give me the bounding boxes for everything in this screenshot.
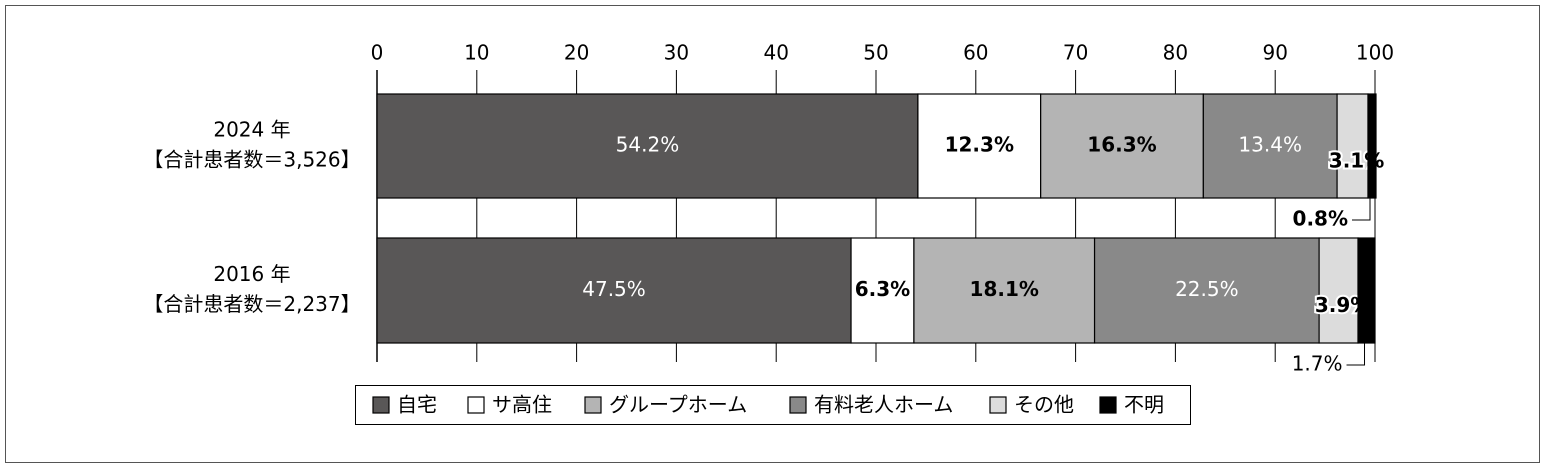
x-tick-label: 70 (1063, 41, 1088, 65)
category-label: 2024 年 (213, 118, 290, 142)
legend-label: 自宅 (397, 393, 437, 417)
x-tick-label: 0 (371, 41, 384, 65)
data-label: 22.5% (1175, 277, 1239, 301)
x-tick-label: 20 (564, 41, 589, 65)
legend-label: グループホーム (609, 393, 747, 417)
data-label: 1.7% (1292, 352, 1343, 376)
data-label: 18.1% (970, 277, 1039, 301)
x-tick-label: 30 (664, 41, 689, 65)
bar-segment (917, 93, 1042, 199)
data-label: 47.5% (582, 277, 646, 301)
bar-segment (1202, 93, 1338, 199)
leader-line (1346, 343, 1366, 366)
bar-segment (1367, 93, 1377, 199)
x-tick-label: 40 (763, 41, 788, 65)
legend-swatch (584, 396, 602, 414)
data-label: 13.4% (1238, 133, 1302, 157)
data-label: 0.8% (1293, 207, 1348, 231)
bar-segment (1336, 93, 1369, 199)
bar-segment (376, 237, 852, 344)
leader-line (1352, 198, 1371, 221)
legend-label: サ高住 (492, 393, 552, 417)
data-label: 12.3% (945, 133, 1014, 157)
bar-segment (1040, 93, 1204, 199)
legend-swatch (467, 396, 485, 414)
data-label: 6.3% (855, 277, 910, 301)
category-label: 2016 年 (213, 262, 290, 286)
x-tick-label: 90 (1262, 41, 1287, 65)
legend-label: その他 (1014, 393, 1074, 417)
category-label: 【合計患者数＝2,237】 (143, 292, 360, 316)
legend-swatch (789, 396, 807, 414)
bar-segment (913, 237, 1096, 344)
data-label: 54.2% (616, 133, 680, 157)
bar-segment (376, 93, 919, 199)
bar-segment (1357, 237, 1376, 344)
data-label: 16.3% (1087, 133, 1156, 157)
legend-swatch (1099, 396, 1117, 414)
bar-segment (1318, 237, 1359, 344)
legend-swatch (372, 396, 390, 414)
x-tick-label: 100 (1356, 41, 1394, 65)
x-tick-label: 50 (863, 41, 888, 65)
x-tick-label: 60 (963, 41, 988, 65)
legend-label: 不明 (1124, 393, 1164, 417)
x-tick-label: 10 (464, 41, 489, 65)
legend-box (355, 385, 1191, 425)
legend-label: 有料老人ホーム (814, 393, 953, 417)
category-label: 【合計患者数＝3,526】 (143, 148, 360, 172)
x-tick-label: 80 (1163, 41, 1188, 65)
legend-swatch (989, 396, 1007, 414)
